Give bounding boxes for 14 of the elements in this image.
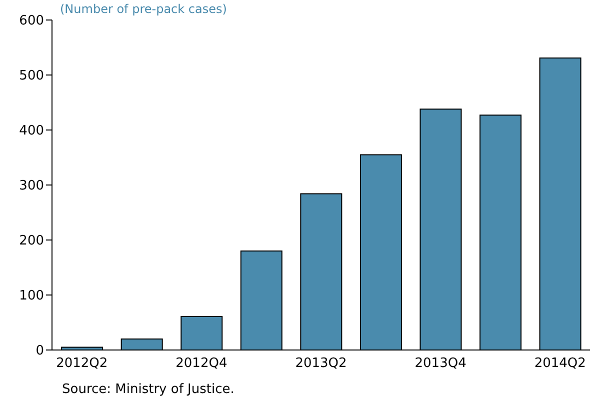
- y-tick-label: 0: [36, 344, 44, 359]
- y-tick-label: 400: [19, 124, 44, 139]
- y-tick-label: 500: [19, 68, 44, 84]
- source-note: Source: Ministry of Justice.: [62, 382, 234, 397]
- x-tick-label: 2013Q2: [295, 356, 347, 372]
- x-tick-label: 2013Q4: [414, 356, 466, 372]
- chart-subtitle: (Number of pre-pack cases): [60, 2, 227, 16]
- x-tick-label: 2012Q4: [176, 356, 228, 372]
- y-tick-label: 200: [19, 234, 44, 249]
- x-tick-label: 2012Q2: [56, 356, 108, 372]
- x-tick-label: 2014Q2: [534, 356, 586, 372]
- y-tick-label: 600: [19, 14, 44, 29]
- y-tick-label: 300: [19, 178, 44, 194]
- y-tick-label: 100: [19, 288, 44, 304]
